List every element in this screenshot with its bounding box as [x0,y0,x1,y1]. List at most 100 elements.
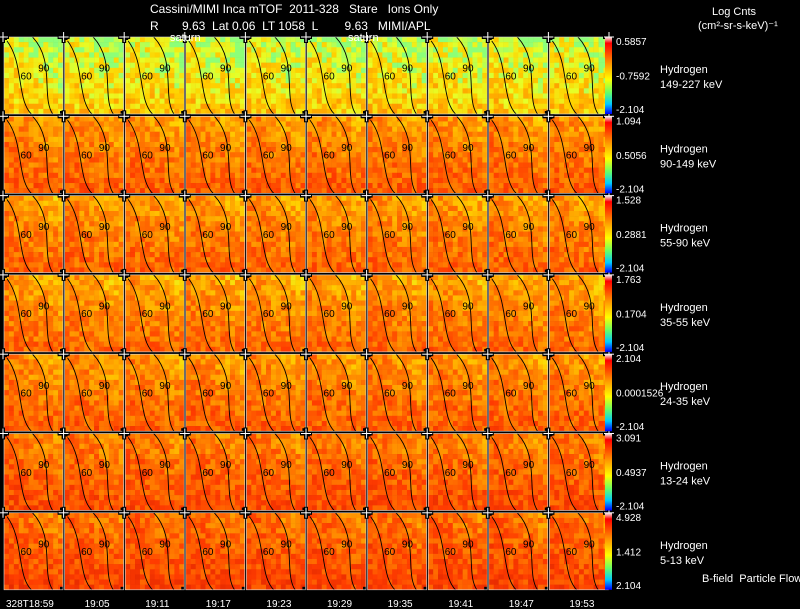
heatmap-pixel [573,37,580,43]
heatmap-pixel [69,88,75,94]
heatmap-pixel [321,131,327,138]
heatmap-pixel [215,267,221,273]
heatmap-pixel [508,37,514,43]
heatmap-pixel [118,167,124,174]
heatmap-pixel [89,195,95,202]
heatmap-pixel [205,177,211,184]
heatmap-pixel [573,136,580,143]
heatmap-pixel [113,257,119,263]
heatmap-pixel [230,98,236,105]
heatmap-pixel [392,172,398,179]
heatmap-pixel [261,252,267,258]
heatmap-pixel [200,172,206,179]
heatmap-pixel [234,126,241,132]
heatmap-pixel [266,157,272,163]
heatmap-pixel [554,37,560,43]
heatmap-pixel [275,183,282,189]
heatmap-pixel [285,188,291,194]
heatmap-pixel [488,183,495,189]
cell-border [124,116,185,194]
heatmap-pixel [94,93,100,99]
heatmap-pixel [321,93,327,99]
heatmap-pixel [488,83,495,89]
heatmap-pixel [593,83,599,89]
heatmap-pixel [215,62,221,69]
heatmap-pixel [467,52,473,58]
heatmap-pixel [518,152,524,158]
heatmap-pixel [144,42,151,48]
heatmap-pixel [185,131,192,138]
heatmap-pixel [537,162,544,168]
heatmap-pixel [356,52,362,58]
heatmap-pixel [135,131,141,138]
heatmap-pixel [549,162,555,168]
heatmap-pixel [311,205,318,212]
heatmap-pixel [256,252,262,258]
heatmap-pixel [387,147,393,153]
heatmap-pixel [508,93,514,99]
heatmap-pixel [307,93,313,99]
heatmap-pixel [69,136,75,143]
heatmap-pixel [295,152,301,158]
heatmap-pixel [331,42,337,48]
heatmap-pixel [493,121,499,127]
heatmap-pixel [387,121,393,127]
heatmap-pixel [508,141,514,148]
contour-60 [127,199,154,273]
heatmap-pixel [8,136,15,143]
heatmap-pixel [593,42,599,48]
heatmap-pixel [185,262,192,268]
heatmap-pixel [200,257,206,263]
heatmap-pixel [190,116,196,122]
heatmap-pixel [164,152,170,158]
heatmap-pixel [493,131,499,138]
heatmap-pixel [179,216,185,222]
heatmap-pixel [326,147,332,153]
heatmap-pixel [18,211,24,217]
heatmap-pixel [421,83,427,89]
heatmap-pixel [402,78,408,84]
heatmap-pixel [108,141,115,148]
heatmap-pixel [69,205,75,212]
heatmap-pixel [356,183,362,189]
heatmap-pixel [346,267,352,273]
heatmap-pixel [477,42,483,48]
heatmap-pixel [28,200,34,207]
heatmap-pixel [234,152,241,158]
heatmap-pixel [307,67,313,74]
heatmap-pixel [421,211,427,217]
heatmap-pixel [149,231,155,237]
heatmap-pixel [185,121,192,127]
heatmap-pixel [74,47,80,53]
heatmap-pixel [523,57,529,63]
heatmap-pixel [64,108,70,114]
heatmap-pixel [8,103,15,110]
heatmap-pixel [108,183,115,189]
heatmap-pixel [164,157,170,163]
heatmap-pixel [523,136,529,143]
heatmap-pixel [295,78,301,84]
heatmap-pixel [154,252,160,258]
heatmap-pixel [84,72,90,79]
heatmap-pixel [442,172,449,179]
heatmap-pixel [326,177,332,184]
heatmap-pixel [351,116,357,122]
heatmap-pixel [433,126,439,132]
heatmap-pixel [397,216,403,222]
heatmap-pixel [270,116,277,122]
heatmap-pixel [367,200,373,207]
heatmap-pixel [230,257,236,263]
crosshair-marker [481,31,494,43]
heatmap-pixel [290,37,296,43]
heatmap-pixel [84,246,90,253]
heatmap-pixel [154,116,160,122]
heatmap-pixel [447,78,454,84]
heatmap-pixel [554,152,560,158]
heatmap-pixel [513,57,519,63]
heatmap-pixel [210,37,216,43]
heatmap-pixel [542,88,548,94]
heatmap-pixel [326,172,332,179]
heatmap-pixel [280,152,287,158]
heatmap-pixel [79,62,85,69]
heatmap-pixel [246,47,252,53]
